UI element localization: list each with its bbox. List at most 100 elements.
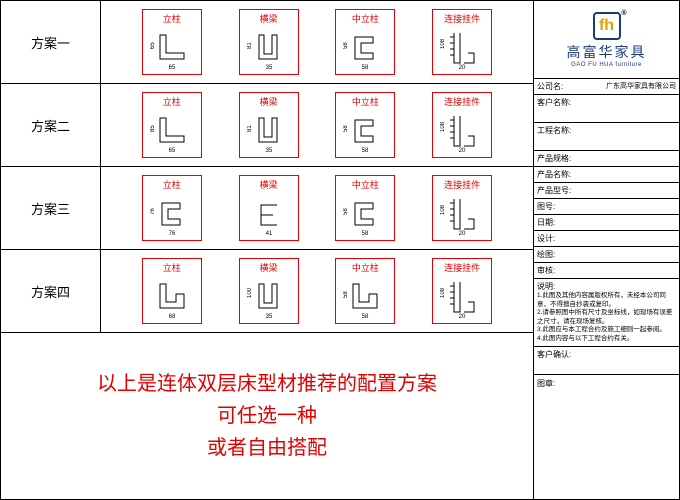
company-row: 公司名: 广东高华家具有限公司	[534, 79, 679, 95]
company-value: 广东高华家具有限公司	[563, 81, 676, 92]
part-icon: 5858	[343, 276, 387, 320]
note-item: 2.请参照图中所有尺寸及坐标线，如现场有误差之尺寸，请在现场复核。	[537, 309, 676, 326]
part-title: 连接挂件	[444, 12, 480, 25]
parts-area: 立柱68横梁10035中立柱5858连接挂件10820	[101, 250, 533, 332]
part-title: 立柱	[163, 261, 181, 274]
svg-text:20: 20	[459, 148, 466, 154]
info-value	[571, 153, 676, 164]
svg-text:85: 85	[150, 125, 156, 132]
info-value	[555, 233, 676, 244]
part-box: 连接挂件 10820	[432, 258, 492, 324]
part-title: 横梁	[260, 12, 278, 25]
part-icon: 68	[150, 276, 194, 320]
info-row: 设计:	[534, 231, 679, 247]
part-box: 横梁10035	[239, 258, 299, 324]
svg-text:58: 58	[362, 65, 369, 71]
part-icon: 6565	[150, 27, 194, 71]
part-box: 立柱7676	[142, 175, 202, 241]
parts-area: 立柱8565横梁8135中立柱5858连接挂件10820	[101, 84, 533, 166]
part-box: 立柱8565	[142, 92, 202, 158]
scheme-label: 方案二	[1, 84, 101, 166]
confirm-label: 客户确认:	[537, 349, 571, 372]
info-label: 工程名称:	[537, 125, 571, 148]
info-label: 客户名称:	[537, 97, 571, 120]
parts-area: 立柱6565横梁8135中立柱5858连接挂件10820	[101, 1, 533, 83]
svg-text:35: 35	[265, 314, 272, 320]
svg-text:108: 108	[440, 38, 446, 49]
seal-label: 图章:	[537, 379, 555, 388]
drawing-frame: 方案一立柱6565横梁8135中立柱5858连接挂件10820方案二立柱8565…	[0, 0, 680, 500]
svg-text:58: 58	[362, 314, 369, 320]
notes-header: 说明:	[537, 282, 676, 292]
svg-text:58: 58	[362, 148, 369, 154]
svg-text:108: 108	[440, 287, 446, 298]
part-icon: 10820	[440, 193, 484, 237]
part-box: 横梁8135	[239, 92, 299, 158]
info-row: 图号:	[534, 199, 679, 215]
part-box: 中立柱 58 58	[335, 175, 395, 241]
svg-text:58: 58	[343, 42, 349, 49]
summary-line-2: 可任选一种	[217, 400, 317, 432]
svg-text:58: 58	[362, 231, 369, 237]
svg-text:35: 35	[265, 148, 272, 154]
svg-text:58: 58	[343, 208, 349, 215]
svg-text:41: 41	[265, 231, 272, 237]
note-item: 4.此图内容与以下工程合约有关。	[537, 335, 676, 343]
logo-box: fh® 高富华家具 GAO FU HUA furniture	[534, 1, 679, 79]
info-row: 产品规格:	[534, 151, 679, 167]
svg-text:65: 65	[168, 148, 175, 154]
part-box: 立柱 68	[142, 258, 202, 324]
part-icon: 58 58	[343, 110, 387, 154]
part-box: 中立柱5858	[335, 9, 395, 75]
part-box: 连接挂件 10820	[432, 175, 492, 241]
summary-text: 以上是连体双层床型材推荐的配置方案 可任选一种 或者自由搭配	[1, 333, 533, 499]
part-box: 连接挂件 108 20	[432, 9, 492, 75]
part-title: 连接挂件	[444, 178, 480, 191]
info-label: 审核:	[537, 265, 555, 276]
part-icon: 7676	[150, 193, 194, 237]
part-box: 横梁 8135	[239, 9, 299, 75]
svg-text:65: 65	[168, 65, 175, 71]
confirm-row: 客户确认:	[534, 347, 679, 375]
notes-box: 说明: 1.此图及其他内容属版权所有，未经本公司同意，不得擅自抄袭或复印。2.请…	[534, 279, 679, 347]
part-icon: 41	[247, 193, 291, 237]
part-icon: 58 58	[343, 27, 387, 71]
svg-text:68: 68	[168, 314, 175, 320]
part-icon: 10820	[440, 276, 484, 320]
logo-icon: fh®	[593, 12, 621, 40]
info-value	[571, 185, 676, 196]
svg-text:81: 81	[247, 42, 253, 49]
info-row: 审核:	[534, 263, 679, 279]
info-row: 工程名称:	[534, 123, 679, 151]
parts-area: 立柱7676 横梁 41 中立柱 58 58 连接挂件 10820	[101, 167, 533, 249]
scheme-row: 方案四立柱68横梁10035中立柱5858连接挂件10820	[1, 250, 533, 333]
info-value	[555, 265, 676, 276]
info-row: 客户名称:	[534, 95, 679, 123]
scheme-row: 方案三立柱7676横梁41中立柱5858连接挂件10820	[1, 167, 533, 250]
part-title: 中立柱	[352, 178, 379, 191]
scheme-label: 方案一	[1, 1, 101, 83]
part-icon: 10820	[440, 110, 484, 154]
svg-text:20: 20	[459, 65, 466, 71]
info-row: 产品名称:	[534, 167, 679, 183]
seal-box: 图章:	[534, 375, 679, 499]
part-icon: 85 65	[150, 110, 194, 154]
svg-text:81: 81	[247, 125, 253, 132]
info-label: 图号:	[537, 201, 555, 212]
part-icon: 108 20	[440, 27, 484, 71]
part-title: 连接挂件	[444, 261, 480, 274]
part-title: 横梁	[260, 178, 278, 191]
part-box: 立柱6565	[142, 9, 202, 75]
part-title: 中立柱	[352, 95, 379, 108]
part-box: 横梁 41	[239, 175, 299, 241]
svg-text:58: 58	[343, 125, 349, 132]
svg-text:76: 76	[168, 231, 175, 237]
info-value	[571, 125, 676, 148]
company-label: 公司名:	[537, 81, 563, 92]
note-item: 1.此图及其他内容属版权所有，未经本公司同意，不得擅自抄袭或复印。	[537, 292, 676, 309]
part-icon: 58 58	[343, 193, 387, 237]
scheme-label: 方案四	[1, 250, 101, 332]
left-column: 方案一立柱6565横梁8135中立柱5858连接挂件10820方案二立柱8565…	[1, 1, 534, 499]
svg-text:100: 100	[247, 287, 253, 298]
part-icon: 8135	[247, 27, 291, 71]
